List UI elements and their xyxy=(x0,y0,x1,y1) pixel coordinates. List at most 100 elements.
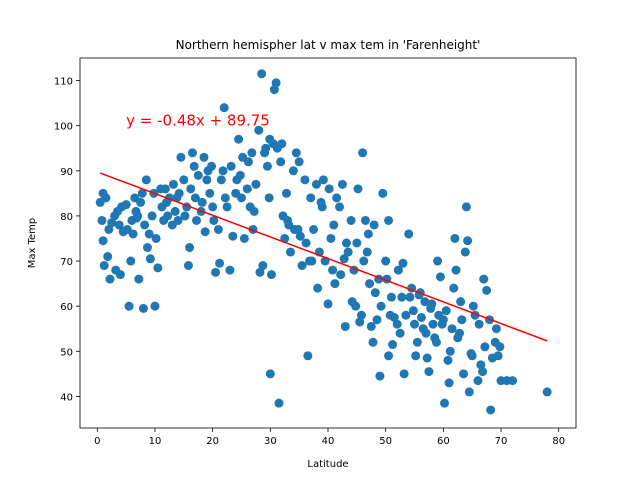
data-point xyxy=(193,170,203,180)
data-point xyxy=(355,317,365,327)
data-point xyxy=(366,321,376,331)
data-point xyxy=(454,328,464,338)
data-point xyxy=(431,337,441,347)
data-point xyxy=(107,218,117,228)
data-point xyxy=(435,272,445,282)
data-point xyxy=(271,78,281,88)
y-tick-label: 70 xyxy=(60,257,73,268)
data-point xyxy=(239,233,249,243)
data-point xyxy=(466,349,476,359)
data-point xyxy=(190,193,200,203)
data-point xyxy=(343,247,353,257)
data-point xyxy=(318,175,328,185)
data-point xyxy=(128,229,138,239)
data-point xyxy=(440,398,450,408)
data-point xyxy=(422,353,432,363)
data-point xyxy=(124,301,134,311)
data-point xyxy=(460,247,470,257)
data-point xyxy=(261,143,271,153)
data-point xyxy=(495,342,505,352)
data-point xyxy=(468,301,478,311)
data-point xyxy=(376,301,386,311)
data-point xyxy=(437,319,447,329)
data-point xyxy=(114,220,124,230)
data-point xyxy=(132,213,142,223)
data-point xyxy=(352,238,362,248)
data-point xyxy=(378,188,388,198)
data-point xyxy=(335,202,345,212)
data-point xyxy=(330,279,340,289)
data-point xyxy=(254,125,264,135)
data-point xyxy=(187,148,197,158)
data-point xyxy=(222,202,232,212)
data-point xyxy=(421,328,431,338)
data-point xyxy=(186,184,196,194)
data-point xyxy=(351,301,361,311)
data-point xyxy=(293,224,303,234)
data-point xyxy=(104,224,114,234)
data-point xyxy=(301,238,311,248)
data-point xyxy=(441,306,451,316)
data-point xyxy=(117,202,127,212)
data-point xyxy=(288,166,298,176)
data-point xyxy=(309,224,319,234)
data-point xyxy=(213,224,223,234)
data-point xyxy=(461,202,471,212)
regression-line xyxy=(99,172,548,342)
data-point xyxy=(300,175,310,185)
y-tick-label: 80 xyxy=(60,212,73,223)
data-point xyxy=(491,324,501,334)
data-point xyxy=(306,193,316,203)
data-point xyxy=(183,261,193,271)
data-point xyxy=(358,148,368,158)
data-point xyxy=(269,85,279,95)
data-point xyxy=(365,279,375,289)
y-tick-label: 40 xyxy=(60,392,73,403)
data-point xyxy=(384,351,394,361)
data-point xyxy=(145,254,155,264)
data-point xyxy=(205,188,215,198)
x-tick-label: 60 xyxy=(437,436,450,447)
data-point xyxy=(397,292,407,302)
data-point xyxy=(482,285,492,295)
data-point xyxy=(202,175,212,185)
regression-equation: y = -0.48x + 89.75 xyxy=(126,112,270,130)
data-point xyxy=(326,233,336,243)
x-tick-label: 70 xyxy=(495,436,508,447)
data-point xyxy=(126,256,136,266)
data-point xyxy=(386,292,396,302)
data-point xyxy=(172,193,182,203)
data-point xyxy=(375,371,385,381)
data-point xyxy=(324,184,334,194)
data-point xyxy=(478,367,488,377)
data-point xyxy=(393,265,403,275)
data-point xyxy=(410,319,420,329)
data-point xyxy=(211,267,221,277)
data-point xyxy=(385,310,395,320)
data-point xyxy=(486,405,496,415)
data-point xyxy=(144,229,154,239)
data-point xyxy=(356,310,366,320)
data-point xyxy=(103,252,113,262)
data-point xyxy=(115,270,125,280)
data-point xyxy=(401,310,411,320)
data-point xyxy=(98,188,108,198)
data-point xyxy=(147,211,157,221)
data-point xyxy=(433,256,443,266)
data-point xyxy=(266,270,276,280)
data-point xyxy=(220,193,230,203)
data-point xyxy=(98,236,108,246)
data-point xyxy=(225,265,235,275)
data-point xyxy=(336,270,346,280)
x-tick-label: 80 xyxy=(552,436,565,447)
data-point xyxy=(216,175,226,185)
x-tick-label: 0 xyxy=(94,436,100,447)
data-point xyxy=(219,103,229,113)
data-point xyxy=(444,378,454,388)
data-point xyxy=(476,360,486,370)
data-point xyxy=(138,303,148,313)
plot-area xyxy=(95,69,552,415)
data-point xyxy=(170,206,180,216)
data-point xyxy=(449,283,459,293)
data-point xyxy=(249,206,259,216)
